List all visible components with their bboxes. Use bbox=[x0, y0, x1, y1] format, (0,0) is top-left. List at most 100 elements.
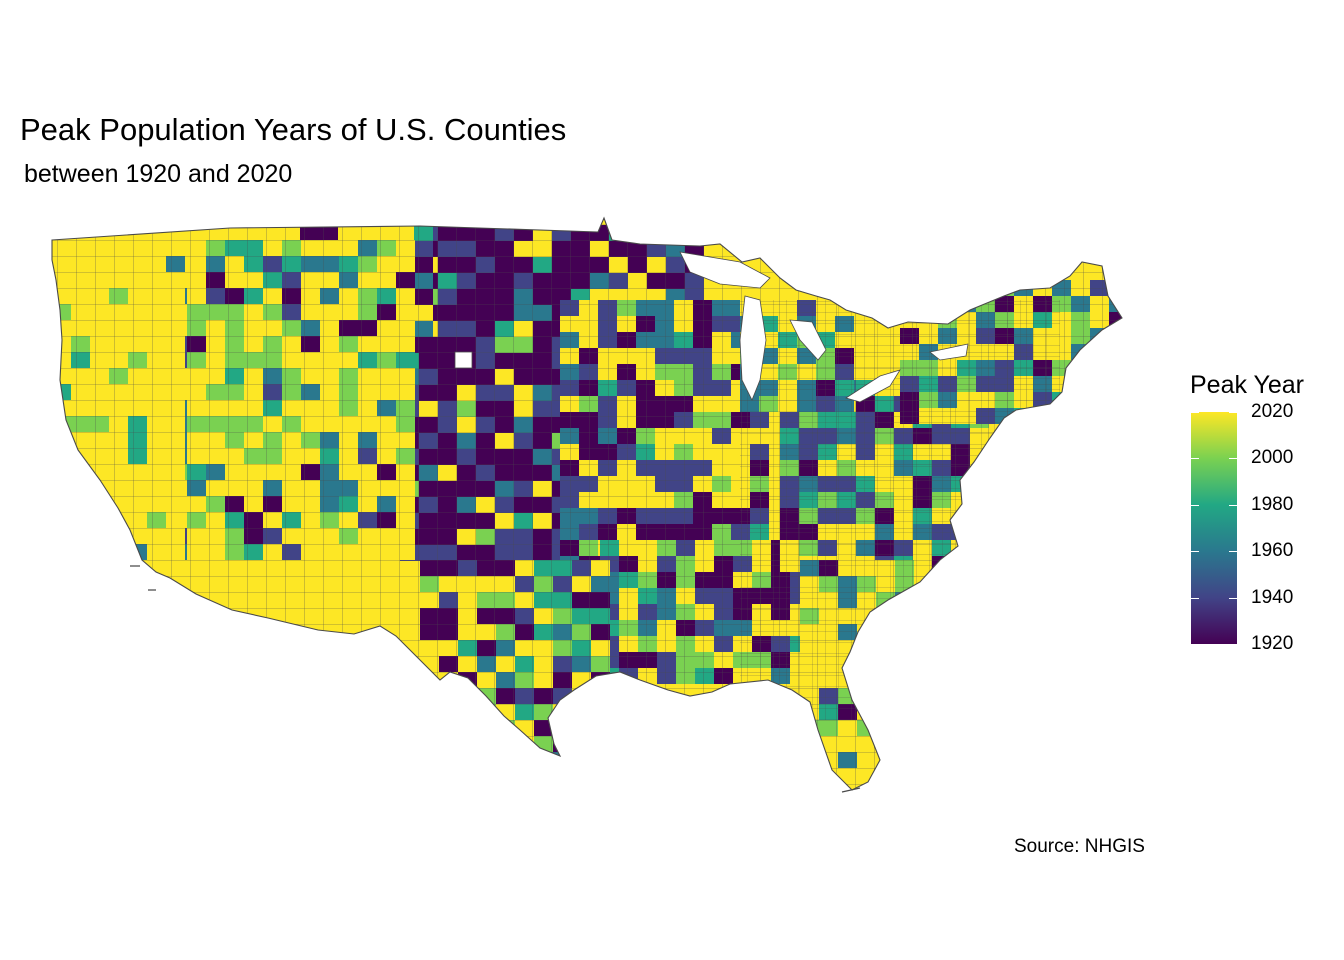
county bbox=[895, 656, 914, 672]
county bbox=[876, 768, 895, 784]
lake-huron bbox=[789, 319, 827, 361]
legend-title: Peak Year bbox=[1190, 371, 1304, 399]
county bbox=[1109, 280, 1122, 296]
legend-tick-mark bbox=[1229, 644, 1237, 645]
legend-label: 1940 bbox=[1251, 586, 1294, 608]
county bbox=[976, 280, 995, 296]
county bbox=[1090, 392, 1109, 408]
county bbox=[970, 540, 989, 556]
county bbox=[1090, 376, 1109, 392]
county bbox=[109, 592, 128, 608]
county bbox=[52, 544, 71, 560]
county bbox=[52, 448, 71, 464]
county bbox=[90, 544, 109, 560]
county bbox=[591, 752, 610, 768]
county bbox=[71, 576, 90, 592]
county bbox=[109, 576, 128, 592]
county bbox=[919, 280, 938, 296]
legend-colorbar bbox=[1191, 412, 1237, 644]
legend-tick-mark bbox=[1191, 412, 1199, 413]
county bbox=[572, 704, 591, 720]
islands bbox=[130, 565, 861, 793]
county bbox=[52, 464, 71, 480]
map-subtitle: between 1920 and 2020 bbox=[24, 160, 293, 188]
county bbox=[420, 736, 439, 752]
county bbox=[90, 592, 109, 608]
county bbox=[895, 720, 914, 736]
county bbox=[876, 688, 895, 704]
county bbox=[895, 768, 914, 784]
county bbox=[420, 752, 439, 768]
county bbox=[147, 592, 166, 608]
county bbox=[71, 480, 90, 496]
legend-tick-mark bbox=[1229, 551, 1237, 553]
county bbox=[895, 672, 914, 688]
county bbox=[800, 752, 819, 768]
county bbox=[52, 512, 71, 528]
legend-tick-mark bbox=[1191, 597, 1199, 599]
lake-erie bbox=[845, 369, 901, 403]
missing-county bbox=[454, 351, 473, 369]
legend-label: 1920 bbox=[1251, 633, 1294, 654]
map-title: Peak Population Years of U.S. Counties bbox=[20, 112, 567, 147]
county bbox=[109, 528, 128, 544]
county bbox=[800, 784, 819, 790]
legend-tick-mark bbox=[1229, 504, 1237, 506]
legend-label: 1960 bbox=[1251, 540, 1294, 562]
county bbox=[439, 720, 458, 736]
county bbox=[970, 508, 989, 524]
legend-label: 1980 bbox=[1251, 493, 1294, 515]
county bbox=[895, 736, 914, 752]
county bbox=[439, 704, 458, 720]
lake-superior bbox=[679, 251, 771, 289]
county bbox=[90, 512, 109, 528]
county bbox=[895, 640, 914, 656]
county bbox=[970, 476, 989, 492]
legend-tick-mark bbox=[1191, 644, 1199, 645]
county bbox=[420, 704, 439, 720]
county bbox=[1090, 344, 1109, 360]
east-county-borders bbox=[740, 300, 1060, 720]
county bbox=[1090, 360, 1109, 376]
county bbox=[857, 656, 876, 672]
county bbox=[895, 608, 914, 624]
county bbox=[895, 704, 914, 720]
county bbox=[166, 592, 185, 608]
county bbox=[591, 704, 610, 720]
county bbox=[900, 296, 919, 312]
county bbox=[496, 736, 515, 752]
county bbox=[534, 752, 553, 768]
county bbox=[970, 524, 989, 540]
county bbox=[647, 225, 666, 241]
county bbox=[876, 656, 895, 672]
lake-ontario bbox=[929, 343, 969, 361]
county bbox=[128, 576, 147, 592]
county bbox=[477, 752, 496, 768]
county bbox=[572, 720, 591, 736]
county bbox=[819, 784, 838, 790]
county bbox=[52, 528, 71, 544]
county bbox=[1109, 360, 1122, 376]
county bbox=[847, 652, 866, 668]
county bbox=[52, 480, 71, 496]
county bbox=[876, 672, 895, 688]
county bbox=[876, 720, 895, 736]
county bbox=[938, 296, 957, 312]
county bbox=[800, 736, 819, 752]
county bbox=[420, 688, 439, 704]
legend-label: 2020 bbox=[1251, 401, 1294, 422]
county bbox=[515, 752, 534, 768]
county bbox=[970, 492, 989, 508]
county bbox=[90, 560, 109, 576]
county bbox=[666, 225, 685, 241]
county bbox=[458, 736, 477, 752]
county bbox=[1109, 328, 1122, 344]
county bbox=[591, 736, 610, 752]
county bbox=[477, 736, 496, 752]
county bbox=[591, 688, 610, 704]
county bbox=[90, 496, 109, 512]
county bbox=[477, 720, 496, 736]
legend-tick-mark bbox=[1229, 597, 1237, 599]
county bbox=[847, 668, 866, 684]
county bbox=[957, 280, 976, 296]
